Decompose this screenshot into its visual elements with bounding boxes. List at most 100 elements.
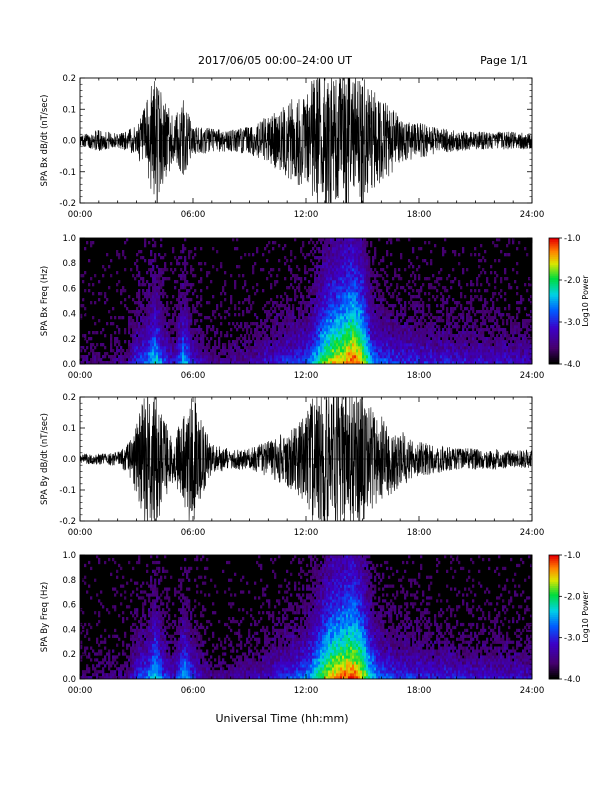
heatmap-cell [206,346,209,350]
heatmap-cell [420,325,423,329]
heatmap-cell [426,355,429,359]
heatmap-cell [374,340,377,344]
heatmap-cell [150,310,153,314]
heatmap-cell [452,349,455,353]
heatmap-cell [348,319,351,323]
heatmap-cell [470,295,473,299]
heatmap-cell [522,358,525,362]
heatmap-cell [302,325,305,329]
heatmap-cell [160,340,163,344]
heatmap-cell [374,358,377,362]
heatmap-cell [198,349,201,353]
heatmap-cell [196,355,199,359]
heatmap-cell [276,331,279,335]
heatmap-cell [274,325,277,329]
heatmap-cell [300,343,303,347]
heatmap-cell [340,244,343,248]
heatmap-cell [330,271,333,275]
heatmap-cell [488,358,491,362]
heatmap-cell [468,340,471,344]
heatmap-cell [310,292,313,296]
heatmap-cell [330,316,333,320]
heatmap-cell [424,334,427,338]
heatmap-cell [290,298,293,302]
heatmap-cell [334,247,337,251]
heatmap-cell [306,337,309,341]
heatmap-cell [402,355,405,359]
heatmap-cell [212,352,215,356]
heatmap-cell [210,337,213,341]
heatmap-cell [320,316,323,320]
heatmap-cell [326,355,329,359]
heatmap-cell [240,352,243,356]
heatmap-cell [442,328,445,332]
heatmap-cell [136,361,139,364]
heatmap-cell [160,310,163,314]
heatmap-cell [198,313,201,317]
heatmap-cell [282,340,285,344]
heatmap-cell [146,292,149,296]
heatmap-cell [336,283,339,287]
heatmap-cell [430,313,433,317]
heatmap-cell [466,301,469,305]
heatmap-cell [344,343,347,347]
heatmap-cell [416,325,419,329]
heatmap-cell [388,319,391,323]
heatmap-cell [282,337,285,341]
heatmap-cell [472,361,475,364]
heatmap-cell [152,322,155,326]
heatmap-cell [162,340,165,344]
heatmap-cell [510,358,513,362]
heatmap-cell [420,316,423,320]
heatmap-cell [386,250,389,254]
heatmap-cell [458,355,461,359]
heatmap-cell [348,292,351,296]
heatmap-cell [150,298,153,302]
heatmap-cell [476,361,479,364]
heatmap-cell [342,343,345,347]
heatmap-cell [298,319,301,323]
heatmap-cell [382,322,385,326]
heatmap-cell [318,334,321,338]
heatmap-cell [172,352,175,356]
heatmap-cell [362,349,365,353]
colorbar-segment [549,294,559,298]
heatmap-cell [438,358,441,362]
heatmap-cell [362,238,365,242]
heatmap-cell [516,340,519,344]
heatmap-cell [132,352,135,356]
heatmap-cell [414,313,417,317]
heatmap-cell [408,328,411,332]
heatmap-cell [300,307,303,311]
heatmap-cell [242,352,245,356]
heatmap-cell [270,286,273,290]
heatmap-cell [334,316,337,320]
heatmap-cell [310,334,313,338]
heatmap-cell [182,283,185,287]
heatmap-cell [166,340,169,344]
heatmap-cell [224,346,227,350]
heatmap-cell [292,346,295,350]
heatmap-cell [432,316,435,320]
heatmap-cell [388,358,391,362]
heatmap-cell [132,349,135,353]
heatmap-cell [228,361,231,364]
heatmap-cell [362,331,365,335]
heatmap-cell [436,295,439,299]
heatmap-cell [294,298,297,302]
heatmap-cell [344,328,347,332]
heatmap-cell [478,334,481,338]
heatmap-cell [218,355,221,359]
heatmap-cell [148,352,151,356]
heatmap-cell [360,334,363,338]
heatmap-cell [348,304,351,308]
heatmap-cell [428,346,431,350]
heatmap-cell [142,337,145,341]
heatmap-cell [142,307,145,311]
heatmap-cell [228,349,231,353]
heatmap-cell [248,334,251,338]
heatmap-cell [320,268,323,272]
heatmap-cell [340,325,343,329]
heatmap-cell [128,352,131,356]
heatmap-cell [522,298,525,302]
